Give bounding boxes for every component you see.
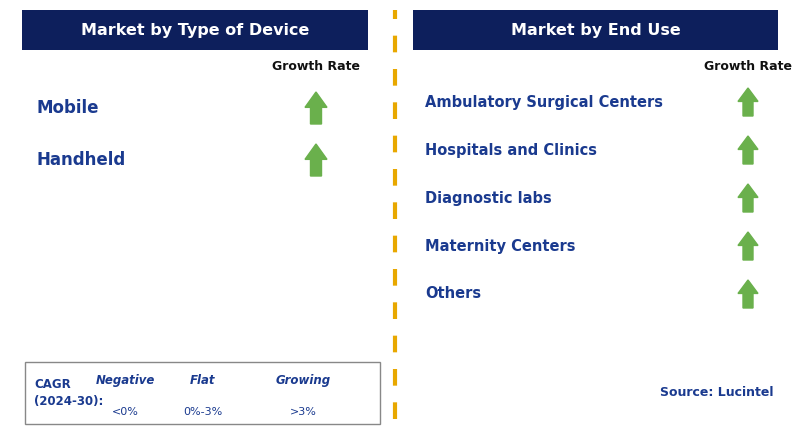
Text: Flat: Flat [190, 374, 215, 387]
Text: 0%-3%: 0%-3% [184, 407, 223, 417]
Polygon shape [305, 144, 327, 176]
Text: Others: Others [425, 286, 481, 302]
Polygon shape [738, 280, 758, 308]
Text: Handheld: Handheld [37, 151, 126, 169]
Text: Market by Type of Device: Market by Type of Device [81, 23, 309, 37]
Polygon shape [344, 388, 362, 414]
Text: Growing: Growing [275, 374, 331, 387]
Bar [22, 10, 368, 50]
Text: >3%: >3% [289, 407, 316, 417]
Text: Diagnostic labs: Diagnostic labs [425, 191, 552, 206]
Text: Growth Rate: Growth Rate [704, 60, 792, 73]
Text: Mobile: Mobile [37, 99, 99, 117]
Bar [413, 10, 778, 50]
Text: Market by End Use: Market by End Use [510, 23, 681, 37]
Text: CAGR
(2024-30):: CAGR (2024-30): [34, 378, 103, 408]
Polygon shape [154, 388, 172, 414]
Polygon shape [738, 136, 758, 164]
Text: Negative: Negative [95, 374, 155, 387]
Text: Growth Rate: Growth Rate [272, 60, 360, 73]
Text: <0%: <0% [111, 407, 138, 417]
Polygon shape [305, 92, 327, 124]
Text: Hospitals and Clinics: Hospitals and Clinics [425, 142, 597, 158]
Polygon shape [232, 385, 270, 403]
Text: Maternity Centers: Maternity Centers [425, 239, 576, 253]
Polygon shape [738, 184, 758, 212]
Polygon shape [738, 232, 758, 260]
Text: Ambulatory Surgical Centers: Ambulatory Surgical Centers [425, 95, 663, 109]
FancyBboxPatch shape [25, 362, 380, 424]
Text: Source: Lucintel: Source: Lucintel [660, 387, 773, 400]
Polygon shape [738, 88, 758, 116]
